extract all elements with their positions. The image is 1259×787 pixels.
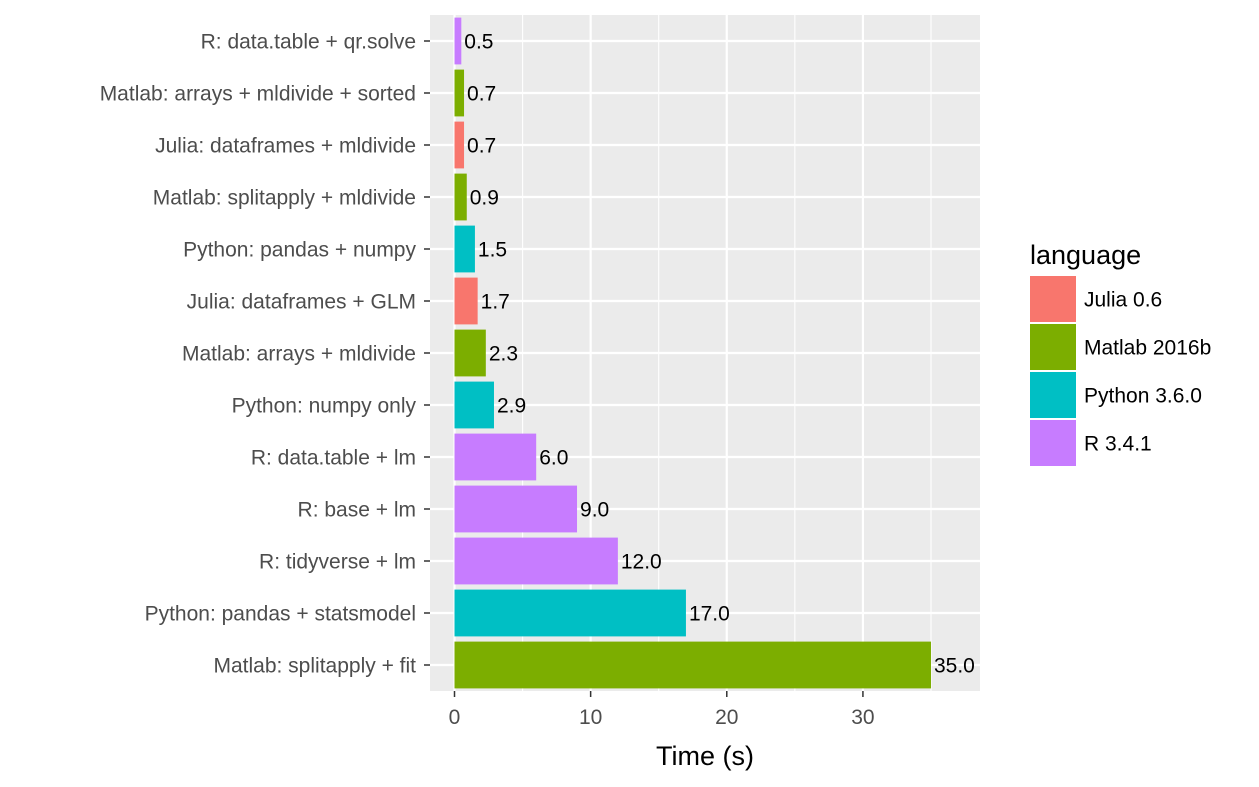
bar-value-label: 12.0 <box>621 551 662 574</box>
bar-labels: 0.5 0.7 0.7 0.9 1.5 1.7 2.3 2.9 6.0 9.0 12.0 17.0 35… <box>464 31 975 678</box>
legend-label: Python 3.6.0 <box>1084 385 1202 408</box>
x-tick-label: 0 <box>449 706 461 729</box>
bar-value-label: 1.7 <box>481 291 510 314</box>
y-tick-label: R: data.table + qr.solve <box>201 31 416 54</box>
y-tick-label: Matlab: arrays + mldivide + sorted <box>100 83 416 106</box>
bar <box>454 225 475 273</box>
y-tick-label: Matlab: arrays + mldivide <box>182 343 416 366</box>
bar <box>454 537 618 585</box>
bar <box>454 277 478 325</box>
y-tick-label: Python: pandas + numpy <box>183 239 416 262</box>
x-tick-label: 20 <box>715 706 738 729</box>
bar <box>454 121 465 169</box>
bar-value-label: 0.7 <box>467 135 496 158</box>
x-tick-label: 10 <box>579 706 602 729</box>
x-tick-label: 30 <box>851 706 874 729</box>
y-tick-label: Python: numpy only <box>232 395 417 418</box>
y-tick-label: R: data.table + lm <box>251 447 416 470</box>
y-tick-label: Matlab: splitapply + mldivide <box>153 187 416 210</box>
y-tick-label: Julia: dataframes + GLM <box>187 291 416 314</box>
y-tick-label: R: base + lm <box>298 499 416 522</box>
bar-value-label: 0.9 <box>470 187 499 210</box>
legend-key <box>1030 324 1076 370</box>
bar <box>454 17 462 65</box>
legend-label: Julia 0.6 <box>1084 289 1162 312</box>
bar <box>454 485 578 533</box>
legend-label: R 3.4.1 <box>1084 433 1152 456</box>
bar-value-label: 1.5 <box>478 239 507 262</box>
y-tick-label: Matlab: splitapply + fit <box>213 655 416 678</box>
y-axis: R: data.table + qr.solve Matlab: arrays +… <box>100 31 430 678</box>
y-tick-label: Python: pandas + statsmodel <box>145 603 416 626</box>
bar-value-label: 2.3 <box>489 343 518 366</box>
legend-title: language <box>1030 240 1141 270</box>
x-axis: 0 10 20 30 <box>449 691 875 729</box>
bar <box>454 381 494 429</box>
bar <box>454 589 686 637</box>
bar-value-label: 9.0 <box>580 499 609 522</box>
bar-value-label: 2.9 <box>497 395 526 418</box>
bar <box>454 69 465 117</box>
bar-value-label: 0.5 <box>464 31 493 54</box>
y-tick-label: R: tidyverse + lm <box>259 551 416 574</box>
y-tick-label: Julia: dataframes + mldivide <box>155 135 416 158</box>
bar <box>454 329 486 377</box>
bars <box>454 17 931 689</box>
bar-value-label: 35.0 <box>934 655 975 678</box>
bar <box>454 173 467 221</box>
bar-value-label: 17.0 <box>689 603 730 626</box>
legend-label: Matlab 2016b <box>1084 337 1211 360</box>
bar-value-label: 6.0 <box>539 447 568 470</box>
major-gridlines <box>430 15 980 691</box>
bar <box>454 433 537 481</box>
x-axis-title: Time (s) <box>656 741 754 771</box>
legend-key <box>1030 372 1076 418</box>
legend-key <box>1030 276 1076 322</box>
bar-value-label: 0.7 <box>467 83 496 106</box>
legend: language Julia 0.6 Matlab 2016b Python 3.6… <box>1030 240 1211 466</box>
legend-key <box>1030 420 1076 466</box>
bar <box>454 641 931 689</box>
